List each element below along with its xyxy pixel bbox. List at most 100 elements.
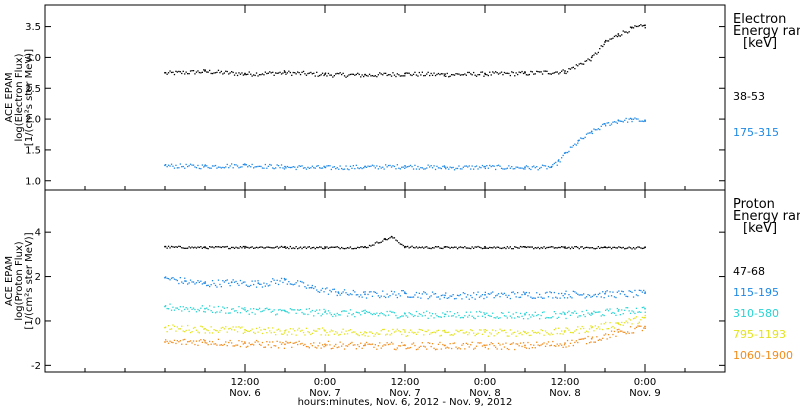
- data-point: [583, 137, 585, 140]
- data-point: [316, 309, 318, 311]
- data-point: [475, 75, 478, 77]
- data-point: [257, 75, 259, 77]
- data-point: [220, 286, 222, 288]
- data-point: [352, 331, 354, 333]
- data-point: [370, 75, 372, 77]
- legend-entry: 1060-1900: [733, 349, 793, 362]
- data-point: [594, 325, 596, 327]
- data-point: [533, 73, 535, 75]
- data-point: [615, 322, 617, 324]
- data-point: [304, 313, 306, 315]
- data-point: [591, 295, 594, 298]
- data-point: [625, 307, 627, 309]
- data-point: [511, 291, 513, 294]
- data-point: [371, 164, 374, 166]
- data-point: [569, 68, 572, 70]
- axes: [44, 4, 726, 373]
- data-point: [632, 296, 635, 298]
- data-point: [297, 280, 299, 282]
- data-point: [364, 343, 366, 345]
- data-point: [405, 348, 407, 350]
- data-point: [628, 31, 630, 33]
- data-point: [367, 246, 369, 249]
- data-point: [284, 310, 286, 312]
- data-point: [200, 72, 202, 74]
- data-point: [415, 74, 418, 76]
- data-point: [327, 310, 330, 312]
- data-point: [521, 167, 523, 169]
- data-point: [371, 332, 374, 334]
- data-point: [368, 291, 371, 293]
- data-point: [304, 334, 306, 336]
- data-point: [179, 71, 181, 73]
- data-point: [304, 343, 306, 346]
- data-point: [619, 120, 621, 122]
- data-point: [324, 330, 326, 332]
- data-point: [176, 246, 178, 248]
- data-point: [194, 308, 196, 311]
- data-point: [245, 164, 247, 166]
- data-point: [280, 73, 283, 75]
- data-point: [346, 75, 349, 77]
- data-point: [273, 74, 275, 76]
- data-point: [493, 297, 495, 299]
- data-point: [223, 72, 225, 74]
- data-point: [299, 309, 302, 311]
- data-point: [367, 75, 369, 77]
- data-point: [440, 334, 442, 337]
- data-point: [610, 330, 613, 332]
- data-point: [239, 73, 242, 75]
- data-point: [210, 167, 212, 169]
- data-point: [443, 329, 445, 332]
- data-point: [204, 281, 206, 283]
- data-point: [275, 167, 277, 169]
- data-point: [572, 247, 574, 249]
- data-point: [423, 168, 425, 170]
- data-point: [632, 332, 635, 334]
- data-point: [575, 340, 577, 342]
- data-point: [231, 342, 233, 344]
- data-point: [332, 76, 334, 78]
- data-point: [357, 311, 359, 314]
- data-point: [405, 166, 407, 168]
- data-point: [228, 341, 230, 344]
- data-point: [558, 316, 560, 318]
- data-point: [355, 247, 357, 250]
- data-point: [503, 292, 506, 294]
- data-point: [644, 292, 646, 295]
- data-point: [172, 71, 174, 73]
- data-point: [605, 333, 607, 335]
- data-point: [427, 329, 429, 331]
- data-point: [525, 165, 528, 167]
- data-point: [370, 165, 372, 167]
- data-point: [452, 166, 454, 169]
- data-point: [396, 240, 398, 242]
- data-point: [430, 315, 432, 317]
- data-point: [333, 333, 335, 335]
- data-point: [549, 246, 551, 248]
- data-point: [436, 73, 438, 76]
- data-point: [481, 315, 484, 317]
- data-point: [311, 73, 313, 75]
- data-point: [242, 163, 244, 166]
- data-point: [299, 246, 302, 248]
- data-point: [277, 283, 280, 286]
- data-point: [250, 284, 252, 287]
- data-point: [597, 51, 599, 54]
- data-point: [477, 168, 479, 170]
- data-point: [239, 327, 242, 329]
- data-point: [569, 342, 572, 344]
- data-point: [427, 298, 429, 300]
- data-point: [276, 329, 278, 331]
- data-point: [395, 168, 397, 170]
- data-point: [562, 333, 564, 335]
- data-point: [539, 293, 541, 296]
- data-point: [235, 326, 237, 328]
- data-point: [166, 307, 168, 310]
- data-point: [267, 308, 269, 311]
- data-point: [543, 334, 545, 336]
- data-point: [185, 71, 187, 73]
- data-point: [176, 326, 178, 328]
- data-point: [465, 74, 467, 76]
- data-point: [396, 164, 398, 166]
